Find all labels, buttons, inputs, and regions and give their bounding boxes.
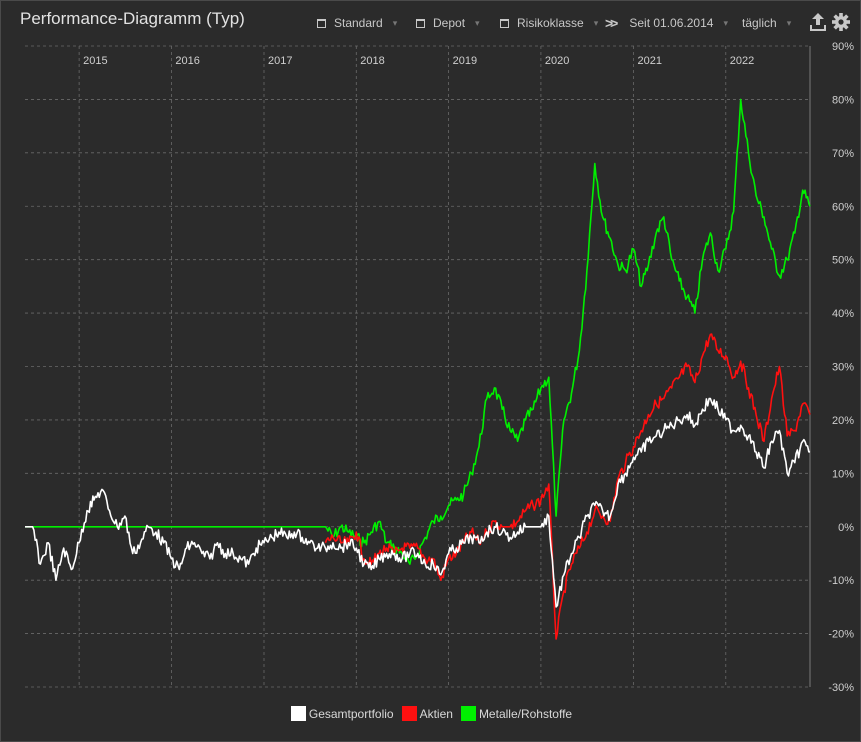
x-tick-label: 2021 [637, 55, 661, 67]
window-icon [500, 18, 509, 28]
x-tick-label: 2015 [83, 55, 107, 67]
settings-button[interactable] [831, 11, 851, 33]
page-title: Performance-Diagramm (Typ) [20, 9, 245, 28]
interval-label: täglich [742, 16, 777, 30]
x-tick-label: 2019 [453, 55, 477, 67]
legend-label: Gesamtportfolio [308, 706, 394, 721]
depot-selector[interactable]: Depot ▾ [416, 13, 480, 33]
y-tick-label: -20% [828, 629, 854, 641]
series-line-aktien [324, 333, 811, 640]
chevron-down-icon: ▾ [392, 17, 398, 28]
legend-item-gesamtportfolio[interactable]: Gesamtportfolio [290, 706, 394, 721]
legend-item-aktien[interactable]: Aktien [401, 706, 453, 721]
legend-swatch [401, 706, 417, 721]
legend-label: Aktien [419, 706, 453, 721]
standard-label: Standard [334, 16, 383, 30]
period-selector[interactable]: >> Seit 01.06.2014 ▾ [605, 13, 728, 33]
axis-labels: 90% 80% 70% 60% 50% 40% 30% 20% 10% 0% -10% -20% -30… [83, 41, 854, 694]
interval-selector[interactable]: täglich ▾ [742, 13, 791, 33]
risk-class-label: Risikoklasse [517, 16, 584, 30]
x-tick-label: 2020 [545, 55, 569, 67]
legend-swatch [460, 706, 476, 721]
y-tick-label: 70% [832, 148, 854, 160]
series-lines [25, 98, 811, 640]
y-tick-label: 20% [832, 415, 854, 427]
y-tick-label: 60% [832, 201, 854, 213]
y-tick-label: 90% [832, 41, 854, 53]
legend-item-metalle-rohstoffe[interactable]: Metalle/Rohstoffe [460, 706, 573, 721]
y-tick-label: 40% [832, 308, 854, 320]
window-icon [317, 18, 326, 28]
y-tick-label: -10% [828, 575, 854, 587]
y-tick-label: 0% [838, 522, 854, 534]
y-tick-label: -30% [828, 682, 854, 694]
legend-label: Metalle/Rohstoffe [478, 706, 573, 721]
x-tick-label: 2022 [730, 55, 754, 67]
period-label: Seit 01.06.2014 [629, 16, 714, 30]
standard-selector[interactable]: Standard ▾ [317, 13, 397, 33]
y-tick-label: 30% [832, 362, 854, 374]
chevron-down-icon: ▾ [723, 17, 728, 28]
y-tick-label: 50% [832, 255, 854, 267]
grid [25, 45, 811, 688]
chevron-down-icon: ▾ [475, 17, 480, 28]
risk-class-selector[interactable]: Risikoklasse ▾ [500, 13, 598, 33]
upload-icon [810, 13, 826, 31]
y-tick-label: 10% [832, 468, 854, 480]
x-tick-label: 2016 [175, 55, 199, 67]
x-tick-label: 2018 [360, 55, 384, 67]
legend-swatch [290, 706, 306, 721]
x-tick-label: 2017 [268, 55, 292, 67]
gear-icon [832, 13, 850, 31]
depot-label: Depot [433, 16, 466, 30]
series-line-gesamtportfolio [25, 397, 811, 608]
chevron-down-icon: ▾ [786, 17, 792, 28]
legend: Gesamtportfolio Aktien Metalle/Rohstoffe [1, 706, 860, 721]
window-icon [416, 18, 425, 28]
toolbar: Standard ▾ Depot ▾ Risikoklasse ▾ >> Sei… [1, 13, 860, 33]
y-tick-label: 80% [832, 94, 854, 106]
chevron-down-icon: ▾ [593, 17, 599, 28]
series-line-metalle-rohstoffe [25, 98, 811, 565]
fast-forward-icon: >> [605, 15, 618, 31]
export-button[interactable] [808, 11, 828, 33]
